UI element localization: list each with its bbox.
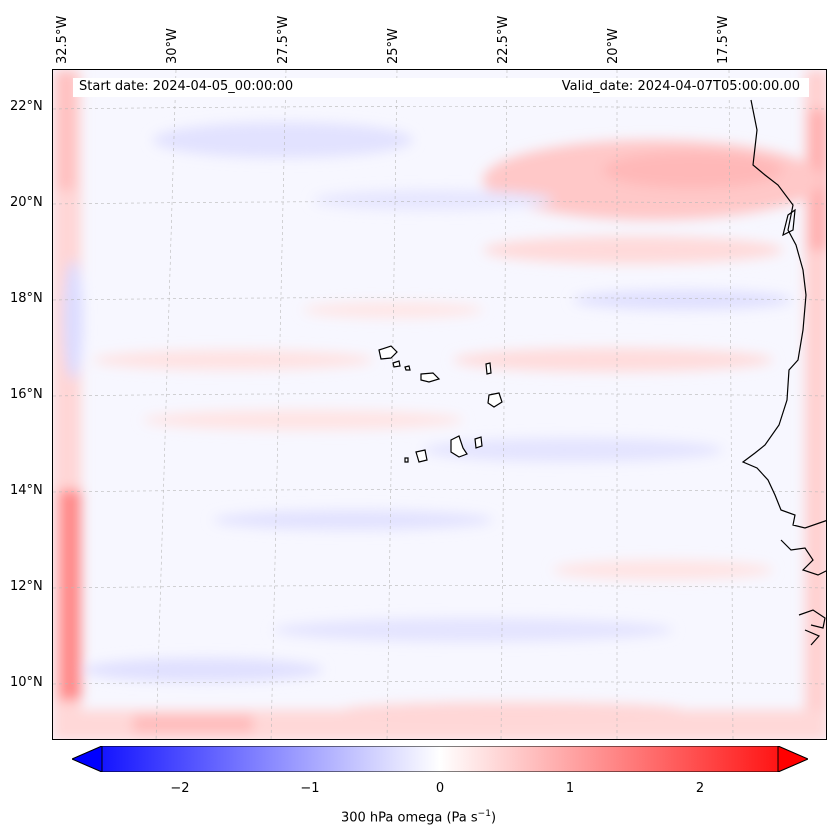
lon-label: 27.5°W: [276, 15, 291, 64]
lon-label: 30°W: [165, 28, 180, 64]
lat-label: 12°N: [10, 579, 43, 594]
colorbar-tick-label: −2: [170, 781, 190, 796]
lon-label: 32.5°W: [55, 15, 70, 64]
colorbar-tick-label: 0: [435, 781, 445, 796]
colorbar-tick-label: −1: [300, 781, 320, 796]
lat-label: 18°N: [10, 291, 43, 306]
omega-field-map: [53, 70, 826, 739]
lat-label: 20°N: [10, 195, 43, 210]
lat-label: 22°N: [10, 99, 43, 114]
colorbar-label-close: ): [490, 810, 497, 826]
valid-date-label: Valid_date: 2024-04-07T05:00:00.00: [561, 79, 800, 94]
colorbar-tick-label: 1: [565, 781, 575, 796]
omega-field: [53, 70, 826, 739]
colorbar-label-sup: −1: [477, 809, 491, 819]
lat-label: 10°N: [10, 675, 43, 690]
colorbar-label-main: 300 hPa omega (Pa s: [340, 810, 478, 826]
colorbar-extend-low: [72, 746, 103, 772]
header-strip: [73, 78, 809, 97]
colorbar-gradient: [72, 746, 808, 772]
colorbar-label: 300 hPa omega (Pa s−1): [0, 809, 837, 825]
map-panel: Start date: 2024-04-05_00:00:00 Valid_da…: [52, 69, 827, 740]
lat-label: 16°N: [10, 387, 43, 402]
colorbar-tick-label: 2: [695, 781, 705, 796]
graticule: [53, 70, 826, 739]
cape-verde-islands: [378, 345, 503, 463]
lon-label: 25°W: [386, 28, 401, 64]
lat-label: 14°N: [10, 483, 43, 498]
colorbar-extend-high: [777, 746, 808, 772]
start-date-label: Start date: 2024-04-05_00:00:00: [79, 79, 294, 94]
lon-label: 22.5°W: [496, 15, 511, 64]
lon-label: 20°W: [606, 28, 621, 64]
colorbar: [72, 746, 808, 772]
coastline: [741, 99, 826, 646]
lon-label: 17.5°W: [716, 15, 731, 64]
